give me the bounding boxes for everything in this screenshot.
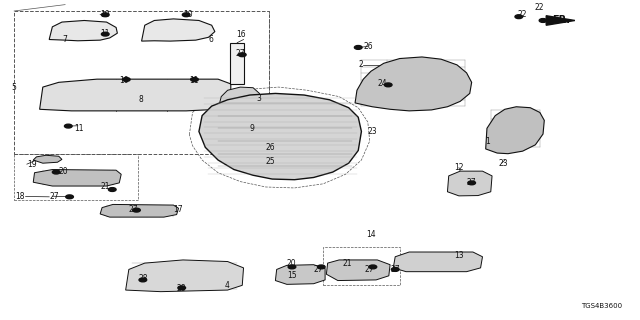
Text: 2: 2 xyxy=(358,60,363,69)
FancyBboxPatch shape xyxy=(230,43,244,84)
Polygon shape xyxy=(447,171,492,196)
Polygon shape xyxy=(100,204,179,217)
Text: 20: 20 xyxy=(287,259,296,268)
Text: 25: 25 xyxy=(266,157,275,166)
Circle shape xyxy=(108,188,116,191)
Polygon shape xyxy=(125,260,244,292)
Circle shape xyxy=(355,45,362,49)
Text: 15: 15 xyxy=(287,271,296,280)
Polygon shape xyxy=(49,20,117,41)
Text: 8: 8 xyxy=(138,95,143,104)
Text: 5: 5 xyxy=(11,83,16,92)
Text: 24: 24 xyxy=(378,79,387,88)
Text: 27: 27 xyxy=(129,205,138,214)
Polygon shape xyxy=(199,93,362,180)
Text: 4: 4 xyxy=(225,281,229,290)
Polygon shape xyxy=(40,79,231,111)
Circle shape xyxy=(178,286,186,290)
Text: FR.: FR. xyxy=(552,15,571,26)
Circle shape xyxy=(369,265,377,269)
Text: 20: 20 xyxy=(59,167,68,176)
Text: 21: 21 xyxy=(100,182,109,191)
Text: 27: 27 xyxy=(236,49,246,58)
Text: 27: 27 xyxy=(390,265,400,274)
Text: 16: 16 xyxy=(236,30,246,39)
Text: 11: 11 xyxy=(189,76,199,85)
Polygon shape xyxy=(355,57,472,111)
Circle shape xyxy=(65,124,72,128)
Circle shape xyxy=(182,13,190,17)
Text: 22: 22 xyxy=(518,10,527,19)
Text: 27: 27 xyxy=(49,192,59,201)
Circle shape xyxy=(288,265,296,269)
Text: 7: 7 xyxy=(62,35,67,44)
Polygon shape xyxy=(218,87,259,110)
Text: 10: 10 xyxy=(119,76,129,85)
Circle shape xyxy=(468,181,476,185)
Text: 13: 13 xyxy=(454,251,463,260)
Circle shape xyxy=(540,19,547,22)
Text: 26: 26 xyxy=(364,42,373,51)
Polygon shape xyxy=(33,155,62,163)
Text: 22: 22 xyxy=(535,3,544,12)
Text: 23: 23 xyxy=(499,159,508,168)
Circle shape xyxy=(239,53,246,57)
Circle shape xyxy=(66,195,74,199)
Text: 9: 9 xyxy=(250,124,255,133)
Text: 28: 28 xyxy=(138,275,148,284)
Text: 10: 10 xyxy=(183,10,193,19)
Polygon shape xyxy=(326,260,390,281)
Text: 3: 3 xyxy=(256,94,261,103)
Text: 27: 27 xyxy=(365,265,374,274)
Polygon shape xyxy=(141,19,215,41)
Polygon shape xyxy=(275,265,325,284)
Polygon shape xyxy=(33,170,121,186)
Circle shape xyxy=(101,32,109,36)
Polygon shape xyxy=(546,16,575,25)
Polygon shape xyxy=(394,252,483,272)
Text: 10: 10 xyxy=(100,10,110,19)
Text: 11: 11 xyxy=(75,124,84,133)
Circle shape xyxy=(317,265,325,269)
Circle shape xyxy=(132,208,140,212)
Text: 19: 19 xyxy=(27,160,36,169)
Circle shape xyxy=(515,15,523,19)
Circle shape xyxy=(191,77,198,81)
Polygon shape xyxy=(486,107,544,154)
Circle shape xyxy=(122,77,130,81)
Circle shape xyxy=(52,170,60,174)
Text: 14: 14 xyxy=(366,230,376,239)
Circle shape xyxy=(385,83,392,87)
Circle shape xyxy=(139,278,147,282)
Text: 12: 12 xyxy=(454,164,463,172)
Text: 17: 17 xyxy=(173,205,183,214)
Text: 1: 1 xyxy=(486,137,490,146)
Text: 18: 18 xyxy=(15,192,25,201)
Text: 27: 27 xyxy=(467,178,476,187)
Text: 23: 23 xyxy=(368,127,378,136)
Text: TGS4B3600: TGS4B3600 xyxy=(582,303,623,309)
Text: 21: 21 xyxy=(342,259,352,268)
Circle shape xyxy=(392,268,399,271)
Text: 11: 11 xyxy=(100,29,109,38)
Text: 28: 28 xyxy=(177,284,186,293)
Text: 26: 26 xyxy=(266,143,275,152)
Text: 6: 6 xyxy=(209,35,213,44)
Circle shape xyxy=(101,13,109,17)
Text: 27: 27 xyxy=(314,265,323,274)
